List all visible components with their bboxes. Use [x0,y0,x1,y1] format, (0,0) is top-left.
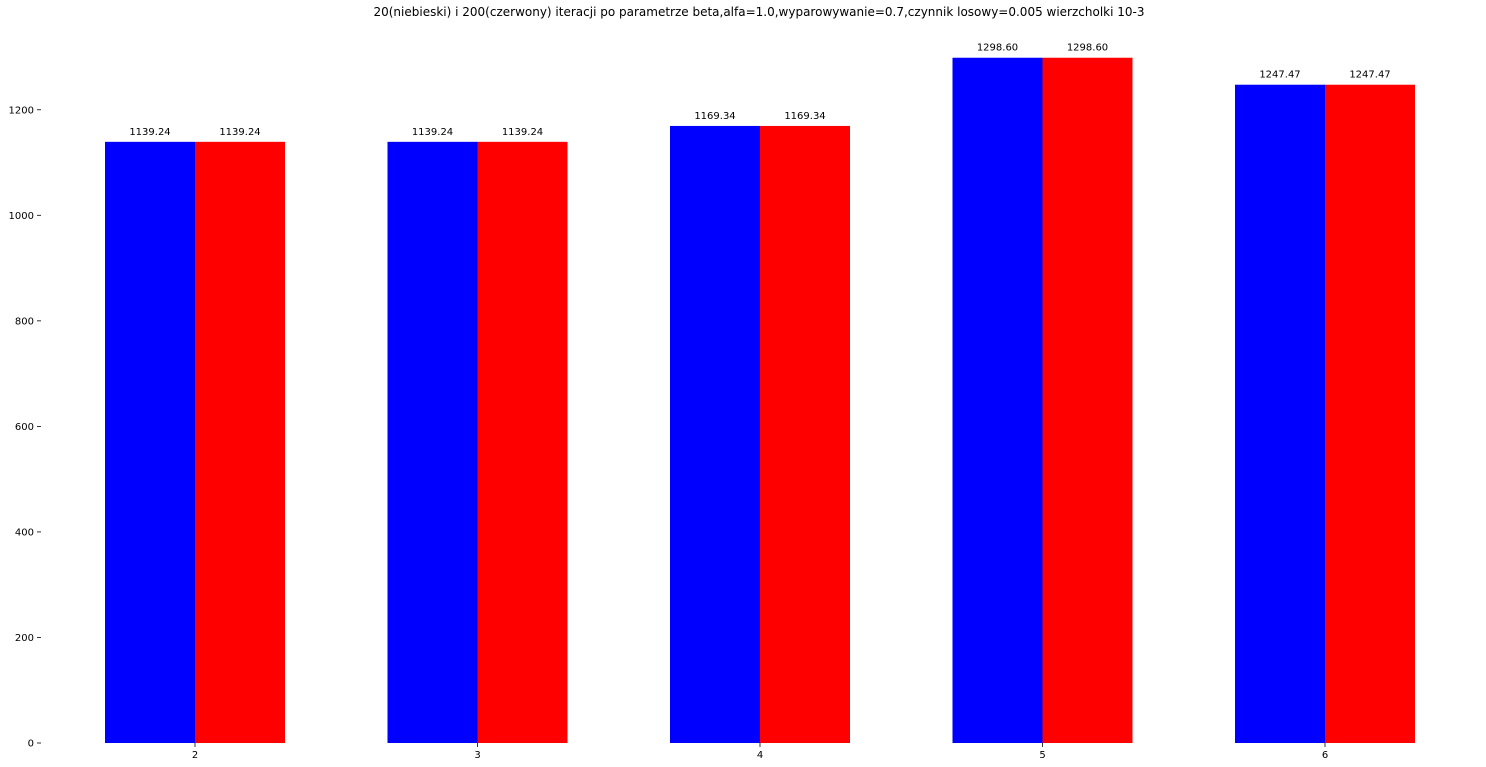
y-tick-label: 1200 [9,105,34,116]
bar-value-label: 1139.24 [412,127,453,138]
x-tick-label: 6 [1322,750,1328,761]
y-tick-label: 0 [28,739,34,750]
x-tick-label: 2 [192,750,198,761]
x-tick-label: 3 [474,750,480,761]
bar-series-0-cat-2 [105,141,195,744]
y-tick-label: 800 [15,316,34,327]
bar-series-0-cat-5 [952,57,1043,743]
bar-value-label: 1298.60 [977,43,1018,54]
y-axis: 0 200 400 600 800 1000 1200 [9,105,41,750]
bar-series-1-cat-5 [1042,57,1133,743]
bar-series-0-cat-6 [1235,84,1325,744]
bar-series-1-cat-4 [760,125,850,743]
bar-series-1-cat-6 [1325,84,1415,744]
y-tick-label: 600 [15,422,34,433]
y-tick-label: 200 [15,633,34,644]
x-axis: 2 3 4 5 6 [192,743,1328,761]
y-tick-label: 400 [15,527,34,538]
x-tick-label: 4 [757,750,763,761]
bar-value-label: 1247.47 [1259,70,1300,81]
bar-value-label: 1169.34 [694,111,735,122]
chart-title: 20(niebieski) i 200(czerwony) iteracji p… [373,5,1144,19]
x-tick-label: 5 [1039,750,1045,761]
bar-value-label: 1139.24 [219,127,260,138]
bar-value-label: 1298.60 [1067,43,1108,54]
data-labels: 1139.24 1139.24 1169.34 1298.60 1247.47 1139.… [129,43,1390,138]
bar-series-0-cat-3 [387,141,478,744]
bars [105,57,1415,744]
bar-series-1-cat-2 [195,141,285,744]
bar-series-1-cat-3 [477,141,568,744]
bar-series-0-cat-4 [670,125,760,743]
bar-value-label: 1169.34 [784,111,825,122]
y-tick-label: 1000 [9,211,34,222]
bar-value-label: 1247.47 [1349,70,1390,81]
bar-value-label: 1139.24 [502,127,543,138]
bar-value-label: 1139.24 [129,127,170,138]
